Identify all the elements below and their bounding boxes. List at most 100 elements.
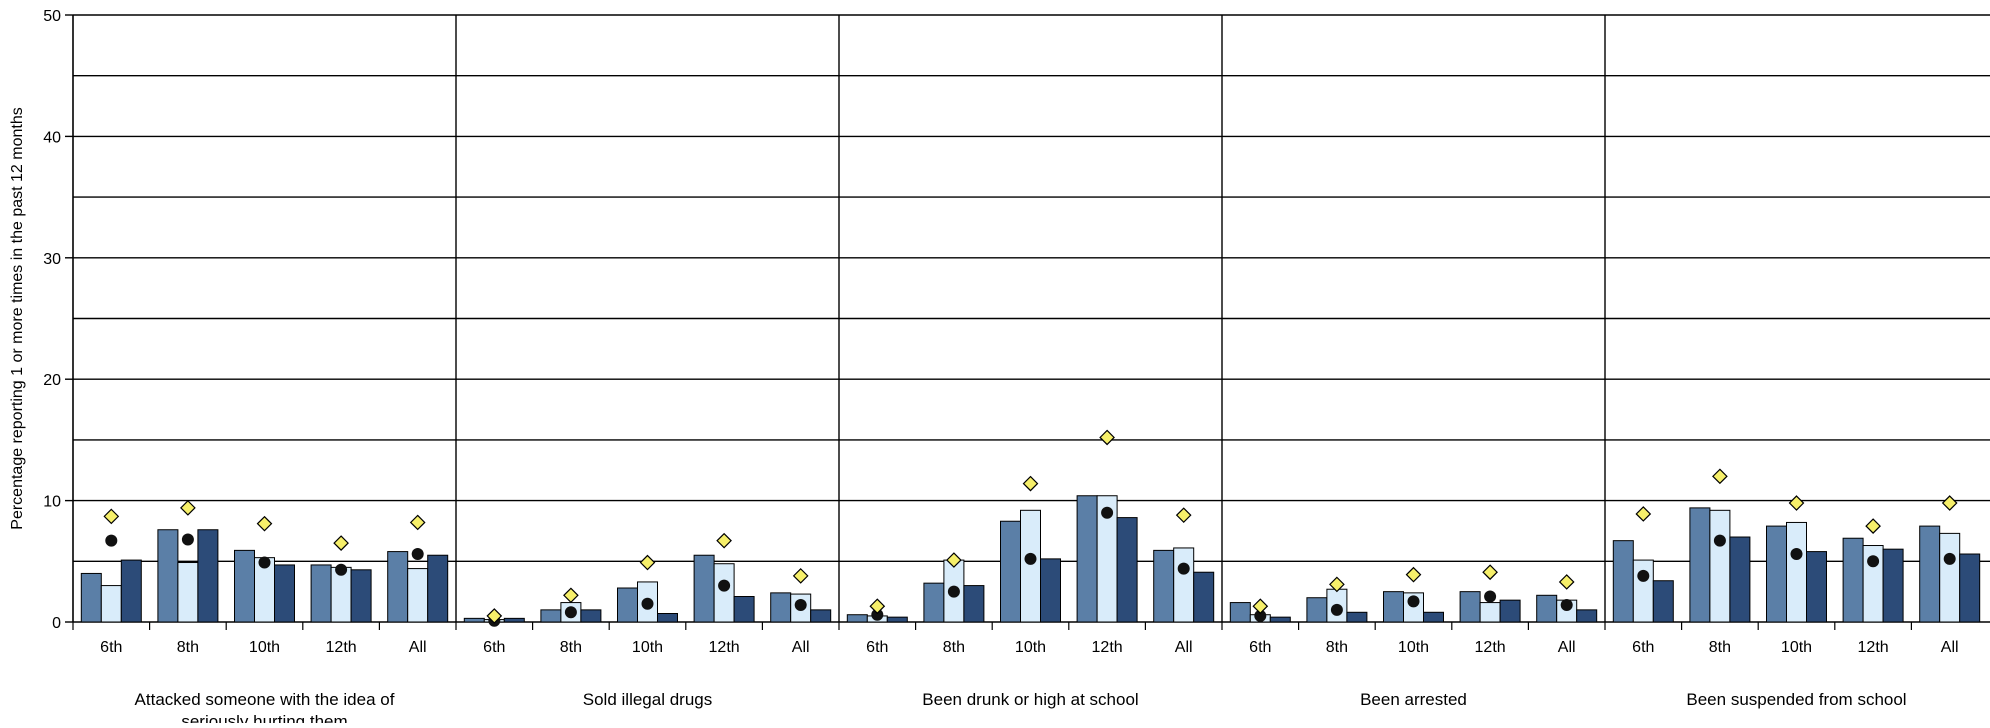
- bar: [1709, 509, 1731, 623]
- bar: [713, 563, 735, 623]
- bar: [197, 529, 219, 623]
- diamond-marker: [1329, 576, 1345, 593]
- x-tick-label: 6th: [1632, 639, 1654, 656]
- bar: [350, 569, 372, 623]
- bar: [1499, 599, 1521, 623]
- diamond-marker: [1712, 468, 1728, 485]
- bar: [1632, 559, 1654, 623]
- bar: [1939, 532, 1961, 623]
- bar: [157, 529, 179, 623]
- circle-marker: [794, 599, 807, 612]
- bar: [1423, 611, 1444, 623]
- x-tick-label: 10th: [249, 639, 280, 656]
- x-tick-label: 10th: [1781, 639, 1812, 656]
- diamond-marker: [1175, 507, 1192, 524]
- diamond-marker: [639, 554, 656, 571]
- circle-marker: [1177, 562, 1190, 575]
- x-tick-label: 12th: [1092, 639, 1123, 656]
- bar: [1959, 553, 1981, 623]
- circle-marker: [1024, 552, 1037, 565]
- diamond-marker: [333, 535, 349, 551]
- x-tick-label: 6th: [483, 639, 505, 656]
- diamond-marker: [946, 552, 962, 568]
- bar: [274, 564, 295, 623]
- circle-marker: [181, 533, 194, 546]
- bar: [177, 562, 199, 623]
- bar: [886, 616, 908, 623]
- diamond-marker: [1558, 574, 1575, 590]
- bar: [1020, 509, 1041, 623]
- x-tick-label: All: [409, 639, 427, 656]
- bar: [1786, 521, 1807, 623]
- x-tick-label: 8th: [1709, 639, 1731, 656]
- bar: [1479, 602, 1501, 623]
- x-tick-label: 6th: [866, 639, 888, 656]
- bar: [657, 613, 678, 623]
- bar: [1173, 547, 1195, 623]
- bar: [1576, 609, 1598, 623]
- bar: [617, 587, 638, 623]
- bar: [427, 554, 449, 623]
- bar: [407, 568, 429, 623]
- diamond-marker: [103, 508, 120, 525]
- circle-marker: [1254, 609, 1267, 622]
- diamond-marker: [1482, 564, 1498, 581]
- bar: [1689, 507, 1711, 623]
- bar: [1806, 551, 1827, 623]
- x-tick-label: 12th: [326, 639, 357, 656]
- diamond-marker: [1865, 518, 1881, 534]
- diamond-marker: [869, 598, 886, 615]
- x-tick-label: 12th: [1858, 639, 1889, 656]
- bar: [540, 609, 562, 623]
- circle-marker: [411, 548, 424, 561]
- circle-marker: [564, 606, 577, 619]
- bar: [503, 617, 525, 623]
- bar: [963, 585, 985, 623]
- y-tick-label: 0: [52, 615, 61, 632]
- bar: [1153, 549, 1175, 623]
- y-axis-label: Percentage reporting 1 or more times in …: [9, 107, 26, 529]
- x-tick-label: All: [1941, 639, 1959, 656]
- diamond-marker: [1405, 566, 1422, 583]
- diamond-marker: [563, 587, 579, 604]
- circle-marker: [871, 608, 884, 621]
- bar: [1842, 537, 1864, 623]
- x-tick-label: All: [792, 639, 810, 656]
- x-tick-label: 8th: [560, 639, 582, 656]
- bar: [1882, 548, 1904, 623]
- circle-marker: [718, 579, 731, 592]
- bar: [1729, 536, 1751, 623]
- x-tick-label: 10th: [1015, 639, 1046, 656]
- bar: [387, 551, 409, 623]
- bar: [1346, 611, 1368, 623]
- circle-marker: [1637, 569, 1650, 582]
- bar: [310, 564, 332, 623]
- diamond-marker: [1099, 429, 1115, 446]
- bar: [1652, 580, 1674, 623]
- bar: [770, 592, 792, 623]
- bar: [1116, 517, 1138, 623]
- circle-marker: [1407, 595, 1420, 608]
- group-label: Been drunk or high at school: [922, 690, 1138, 709]
- bar: [80, 572, 102, 623]
- x-tick-label: 12th: [1475, 639, 1506, 656]
- circle-marker: [1867, 555, 1880, 568]
- circle-marker: [1560, 599, 1573, 612]
- y-tick-label: 40: [43, 129, 61, 146]
- diamond-marker: [256, 515, 273, 532]
- y-tick-label: 50: [43, 8, 61, 25]
- bar: [810, 609, 832, 623]
- x-tick-label: 12th: [709, 639, 740, 656]
- circle-marker: [1330, 603, 1343, 616]
- x-tick-label: All: [1175, 639, 1193, 656]
- circle-marker: [641, 597, 654, 610]
- diamond-marker: [1022, 475, 1039, 492]
- diamond-marker: [180, 500, 196, 516]
- group-label: Been arrested: [1360, 690, 1467, 709]
- bar: [1766, 525, 1787, 623]
- x-tick-label: 10th: [632, 639, 663, 656]
- bar: [1612, 540, 1634, 623]
- x-tick-label: 8th: [177, 639, 199, 656]
- circle-marker: [1713, 534, 1726, 547]
